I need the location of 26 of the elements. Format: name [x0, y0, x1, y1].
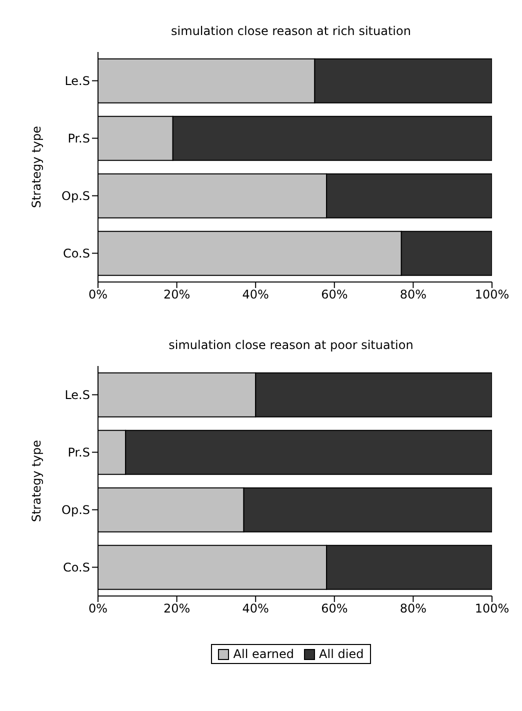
- x-tick-label: 20%: [163, 288, 190, 302]
- y-tick-label: Le.S: [64, 388, 90, 402]
- chart-title: simulation close reason at rich situation: [170, 24, 412, 38]
- y-tick-label: Pr.S: [68, 132, 90, 146]
- y-tick-label: Op.S: [62, 189, 90, 204]
- y-axis-title: Strategy type: [29, 126, 44, 208]
- x-tick-label: 40%: [242, 602, 269, 616]
- legend-label: All died: [319, 647, 364, 661]
- x-tick-label: 0%: [88, 602, 108, 616]
- y-tick-label: Pr.S: [68, 446, 90, 460]
- y-tick-label: Op.S: [62, 503, 90, 518]
- x-tick-label: 80%: [400, 288, 427, 302]
- x-tick-label: 20%: [163, 602, 190, 616]
- x-tick-label: 60%: [321, 602, 348, 616]
- x-tick-label: 100%: [474, 288, 510, 302]
- x-tick-label: 0%: [88, 288, 108, 302]
- legend-label: All earned: [233, 647, 294, 661]
- y-tick-label: Co.S: [63, 246, 90, 261]
- x-tick-label: 60%: [321, 288, 348, 302]
- chart-title: simulation close reason at poor situation: [168, 338, 414, 352]
- x-tick-label: 40%: [242, 288, 269, 302]
- y-axis-title: Strategy type: [29, 440, 44, 522]
- y-tick-label: Le.S: [64, 74, 90, 88]
- x-tick-label: 80%: [400, 602, 427, 616]
- x-tick-label: 100%: [474, 602, 510, 616]
- y-tick-label: Co.S: [63, 560, 90, 575]
